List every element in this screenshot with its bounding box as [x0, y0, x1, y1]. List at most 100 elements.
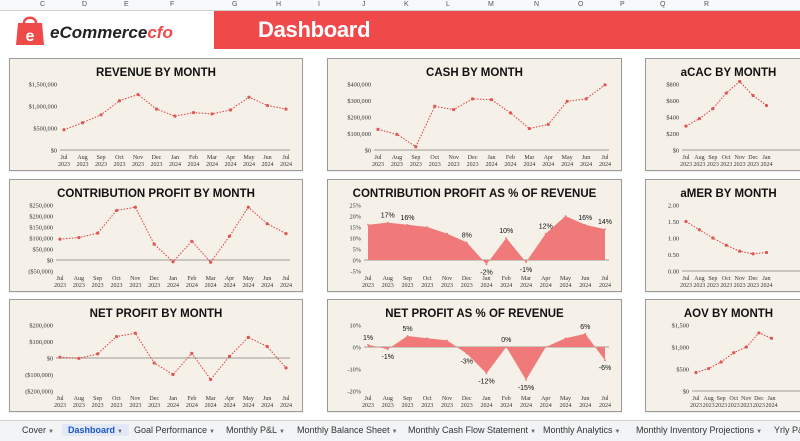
- aov-by-month-chart[interactable]: AOV BY MONTH $1,500 $1,000 $500 $0 Jul 2023 Aug…: [645, 299, 800, 412]
- data-point: [697, 117, 702, 121]
- contribution-profit-chart[interactable]: CONTRIBUTION PROFIT BY MONTH $250,000 $200…: [9, 179, 303, 292]
- y-tick-label: -10%: [347, 367, 361, 374]
- column-header-q[interactable]: Q: [660, 1, 666, 8]
- data-point: [544, 346, 547, 348]
- tab-monthly-inventory[interactable]: Monthly Inventory Projections ▼: [636, 425, 762, 435]
- y-tick-label: $0: [47, 356, 53, 363]
- data-point: [406, 223, 409, 226]
- chevron-down-icon[interactable]: ▼: [614, 429, 621, 435]
- x-tick-month: Jan: [483, 396, 491, 402]
- net-profit-chart[interactable]: NET PROFIT BY MONTH $200,000 $100,000 $0 ($1…: [9, 299, 303, 412]
- y-tick-label: $0: [51, 148, 57, 155]
- x-tick-month: Mar: [521, 396, 531, 402]
- net-profit-pct-chart[interactable]: NET PROFIT AS % OF REVENUE 10% 0% -10% -20% J…: [327, 299, 622, 412]
- column-header-m[interactable]: M: [488, 1, 494, 8]
- tab-yrly-pl[interactable]: Yrly P&L: [774, 425, 800, 435]
- data-point: [426, 337, 429, 340]
- tab-monthly-balance-sheet[interactable]: Monthly Balance Sheet ▼: [297, 425, 398, 435]
- x-tick-year: 2023: [54, 283, 66, 289]
- cash-by-month-chart[interactable]: CASH BY MONTH $400,000 $300,000 $200,000 $10…: [327, 58, 622, 171]
- x-tick-year: 2024: [599, 162, 611, 168]
- x-tick-year: 2024: [205, 403, 217, 409]
- y-tick-label: $600: [666, 98, 679, 105]
- column-header-c[interactable]: C: [40, 1, 46, 8]
- data-label: -6%: [599, 365, 611, 372]
- column-header-e[interactable]: E: [124, 1, 129, 8]
- x-tick-year: 2023: [690, 403, 702, 409]
- x-tick-year: 2023: [402, 403, 414, 409]
- column-header-k[interactable]: K: [404, 1, 409, 8]
- x-tick-year: 2023: [372, 162, 384, 168]
- data-label: 6%: [580, 324, 590, 331]
- tab-goal-performance[interactable]: Goal Performance ▼: [134, 425, 215, 435]
- x-tick-month: May: [560, 276, 571, 282]
- x-tick-month: Jul: [601, 276, 608, 282]
- column-header-i[interactable]: I: [318, 1, 320, 8]
- x-tick-year: 2024: [224, 403, 236, 409]
- column-header-p[interactable]: P: [620, 1, 625, 8]
- y-tick-label: $500,000: [33, 126, 57, 133]
- data-point: [738, 249, 742, 253]
- x-tick-year: 2024: [520, 283, 532, 289]
- tab-monthly-cash-flow[interactable]: Monthly Cash Flow Statement ▼: [408, 425, 536, 435]
- tab-monthly-pl[interactable]: Monthly P&L ▼: [226, 425, 285, 435]
- x-tick-year: 2023: [703, 403, 715, 409]
- data-point: [246, 335, 250, 339]
- x-tick-month: Aug: [74, 276, 84, 282]
- contribution-profit-pct-chart[interactable]: CONTRIBUTION PROFIT AS % OF REVENUE 25% 20…: [327, 179, 622, 292]
- tab-monthly-analytics[interactable]: Monthly Analytics ▼: [543, 425, 620, 435]
- chevron-down-icon[interactable]: ▼: [391, 429, 398, 435]
- chevron-down-icon[interactable]: ▼: [48, 429, 54, 435]
- tab-yrly-pl-label: Yrly P&L: [774, 425, 800, 435]
- chevron-down-icon[interactable]: ▼: [530, 429, 537, 435]
- x-tick-year: 2023: [720, 283, 732, 289]
- x-tick-year: 2024: [761, 283, 773, 289]
- x-tick-month: Feb: [506, 155, 515, 161]
- chevron-down-icon[interactable]: ▼: [117, 429, 123, 435]
- column-header-g[interactable]: G: [232, 1, 238, 8]
- column-header-d[interactable]: D: [82, 1, 88, 8]
- column-header-j[interactable]: J: [362, 1, 366, 8]
- column-header-l[interactable]: L: [446, 1, 450, 8]
- tab-cover[interactable]: Cover ▼: [22, 425, 54, 435]
- tab-dashboard[interactable]: Dashboard ▼: [62, 424, 129, 436]
- x-tick-month: Nov: [448, 155, 458, 161]
- x-tick-month: Jul: [601, 155, 608, 161]
- x-tick-year: 2024: [243, 162, 255, 168]
- x-tick-year: 2023: [132, 162, 144, 168]
- x-tick-year: 2023: [734, 283, 746, 289]
- column-header-o[interactable]: O: [578, 1, 584, 8]
- acac-by-month-chart[interactable]: aCAC BY MONTH $800 $600 $400 $200 $0 Jul 2023 Au…: [645, 58, 800, 171]
- data-point: [367, 343, 369, 346]
- x-tick-month: Oct: [722, 276, 731, 282]
- data-point: [724, 243, 728, 247]
- revenue-by-month-chart[interactable]: REVENUE BY MONTH $1,500,000 $1,000,000 $500…: [9, 58, 303, 171]
- x-tick-year: 2024: [186, 403, 198, 409]
- column-header-h[interactable]: H: [276, 1, 282, 8]
- column-header-f[interactable]: F: [170, 1, 175, 8]
- x-tick-month: Nov: [130, 396, 140, 402]
- amer-by-month-chart[interactable]: aMER BY MONTH 2.00 1.50 1.00 0.50 0.00 Jul 2023…: [645, 179, 800, 292]
- data-point: [452, 107, 456, 112]
- column-header-r[interactable]: R: [704, 1, 710, 8]
- data-point: [386, 221, 389, 224]
- data-point: [527, 126, 531, 131]
- x-tick-year: 2023: [728, 403, 740, 409]
- x-tick-year: 2024: [560, 283, 572, 289]
- x-tick-month: Aug: [392, 155, 402, 161]
- y-tick-label: 0.50: [668, 252, 679, 259]
- y-tick-label: 1.00: [668, 236, 679, 243]
- chevron-down-icon[interactable]: ▼: [209, 429, 215, 435]
- x-tick-month: Oct: [112, 276, 121, 282]
- data-point: [114, 208, 119, 213]
- chevron-down-icon[interactable]: ▼: [279, 429, 285, 435]
- x-tick-month: Mar: [524, 155, 534, 161]
- data-point: [724, 91, 728, 95]
- data-point: [525, 261, 527, 264]
- chevron-down-icon[interactable]: ▼: [756, 429, 763, 435]
- x-tick-year: 2024: [280, 403, 292, 409]
- column-header-n[interactable]: N: [534, 1, 540, 8]
- tab-monthly-analytics-label: Monthly Analytics: [543, 425, 613, 435]
- x-tick-year: 2024: [579, 403, 591, 409]
- y-tick-label: -20%: [347, 389, 361, 396]
